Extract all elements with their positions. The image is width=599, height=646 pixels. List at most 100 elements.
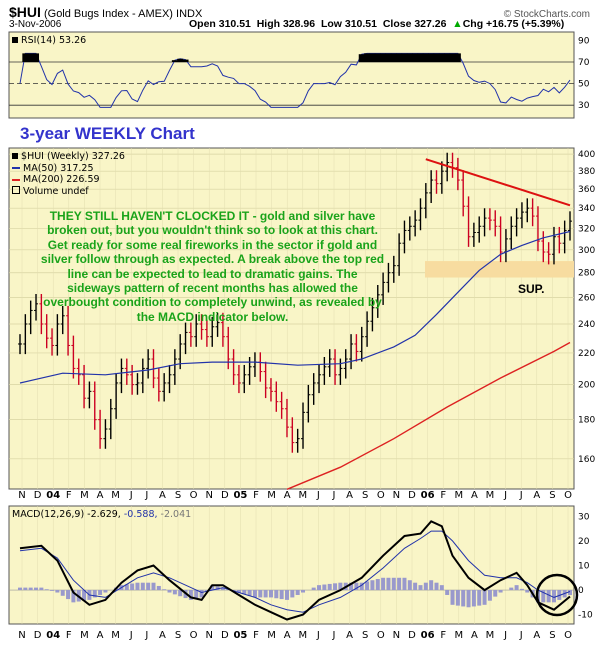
- macd-histogram-bar: [487, 590, 492, 601]
- month-tick-label: 06: [421, 630, 435, 641]
- month-tick-label: D: [221, 630, 229, 641]
- month-tick-label: M: [267, 630, 276, 641]
- macd-histogram-bar: [509, 587, 514, 591]
- macd-histogram-bar: [295, 590, 300, 595]
- macd-histogram-bar: [247, 590, 252, 596]
- month-tick-label: A: [346, 630, 353, 641]
- macd-histogram-bar: [220, 587, 225, 591]
- month-tick-label: S: [175, 490, 181, 501]
- macd-histogram-bar: [172, 590, 177, 595]
- month-tick-label: S: [549, 630, 555, 641]
- macd-histogram-bar: [477, 590, 482, 606]
- macd-histogram-bar: [386, 577, 391, 591]
- macd-histogram-bar: [301, 590, 306, 593]
- rsi-overbought-fill: [27, 53, 34, 62]
- month-tick-label: A: [97, 490, 104, 501]
- ma200-line: [286, 341, 571, 490]
- month-tick-label: 04: [46, 630, 60, 641]
- price-tick-label: 380: [578, 167, 595, 177]
- macd-histogram-bar: [194, 590, 199, 599]
- rsi-tick-label: 70: [578, 58, 590, 68]
- month-tick-label: M: [298, 490, 307, 501]
- month-tick-label: J: [129, 490, 133, 501]
- rsi-overbought-fill: [380, 53, 387, 62]
- month-tick-label: 05: [233, 630, 247, 641]
- symbol: $HUI: [9, 4, 41, 20]
- month-tick-label: M: [486, 630, 495, 641]
- month-tick-label: S: [549, 490, 555, 501]
- index-name: (Gold Bugs Index - AMEX) INDX: [43, 8, 203, 20]
- month-tick-label: D: [34, 490, 42, 501]
- macd-histogram-bar: [445, 590, 450, 595]
- macd-histogram-bar: [365, 581, 370, 591]
- macd-histogram-bar: [290, 590, 295, 598]
- rsi-overbought-fill: [358, 54, 365, 62]
- macd-histogram-bar: [199, 590, 204, 598]
- macd-label-main: MACD(12,26,9) -2.629,: [12, 509, 121, 520]
- month-tick-label: M: [80, 630, 89, 641]
- price-tick-label: 200: [578, 381, 595, 391]
- month-tick-label: O: [564, 490, 572, 501]
- annotation-text: THEY STILL HAVEN'T CLOCKED IT - gold and…: [40, 209, 385, 324]
- month-tick-label: N: [18, 490, 25, 501]
- month-tick-label: N: [393, 630, 400, 641]
- month-tick-label: A: [346, 490, 353, 501]
- month-tick-label: M: [454, 630, 463, 641]
- macd-histogram-bar: [242, 590, 247, 595]
- month-tick-label: F: [440, 630, 446, 641]
- quote-close: Close 327.26: [382, 18, 447, 30]
- macd-histogram-bar: [525, 590, 530, 593]
- month-tick-label: J: [316, 490, 320, 501]
- month-tick-label: J: [316, 630, 320, 641]
- macd-histogram-bar: [381, 577, 386, 591]
- resistance-trendline: [425, 158, 571, 207]
- macd-histogram-bar: [327, 583, 332, 591]
- macd-histogram-bar: [92, 590, 97, 598]
- chart-grid: [9, 148, 574, 624]
- macd-histogram-bar: [82, 590, 87, 601]
- rsi-overbought-fill: [385, 53, 392, 62]
- price-tick-label: 320: [578, 224, 595, 234]
- rsi-overbought-fill: [177, 58, 184, 62]
- month-tick-label: O: [377, 490, 385, 501]
- macd-histogram-bar: [135, 582, 140, 591]
- month-tick-label: F: [66, 630, 72, 641]
- macd-histogram-bar: [317, 585, 322, 591]
- macd-histogram-bar: [450, 590, 455, 605]
- month-tick-label: F: [253, 490, 259, 501]
- macd-histogram-bar: [407, 580, 412, 591]
- macd-series: [9, 520, 574, 621]
- macd-panel: [8, 505, 575, 625]
- macd-histogram-bar: [178, 590, 183, 597]
- quote-date: 3-Nov-2006: [9, 19, 62, 30]
- macd-histogram-bar: [162, 589, 167, 591]
- month-tick-label: A: [471, 630, 478, 641]
- macd-histogram-bar: [498, 590, 503, 593]
- month-tick-label: S: [362, 490, 368, 501]
- macd-histogram-bar: [354, 582, 359, 591]
- price-tick-label: 180: [578, 416, 595, 426]
- macd-highlight-circle: [535, 573, 579, 617]
- macd-histogram-bar: [322, 584, 327, 591]
- month-tick-label: N: [205, 490, 212, 501]
- macd-histogram-bar: [338, 582, 343, 591]
- quote-low: Low 310.51: [320, 18, 377, 30]
- price-tick-label: 300: [578, 246, 595, 256]
- macd-histogram-bar: [375, 579, 380, 591]
- macd-histogram-bar: [98, 590, 103, 595]
- month-tick-label: A: [284, 490, 291, 501]
- macd-histogram-bar: [568, 590, 572, 596]
- macd-histogram-bar: [274, 590, 279, 599]
- quote-change: Chg +16.75 (+5.39%): [462, 18, 565, 30]
- month-tick-label: M: [298, 630, 307, 641]
- macd-histogram-bar: [252, 590, 257, 598]
- price-tick-label: 220: [578, 349, 595, 359]
- month-tick-label: M: [80, 490, 89, 501]
- chart-title-annotation: 3-year WEEKLY Chart: [20, 124, 195, 143]
- price-legend: $HUI (Weekly) 327.26 MA(50) 317.25 MA(20…: [12, 151, 125, 197]
- month-tick-label: A: [97, 630, 104, 641]
- price-legend-ma200: MA(200) 226.59: [12, 174, 125, 186]
- macd-histogram-bar: [439, 585, 444, 591]
- macd-histogram-bar: [204, 590, 209, 592]
- support-zone: [425, 261, 574, 278]
